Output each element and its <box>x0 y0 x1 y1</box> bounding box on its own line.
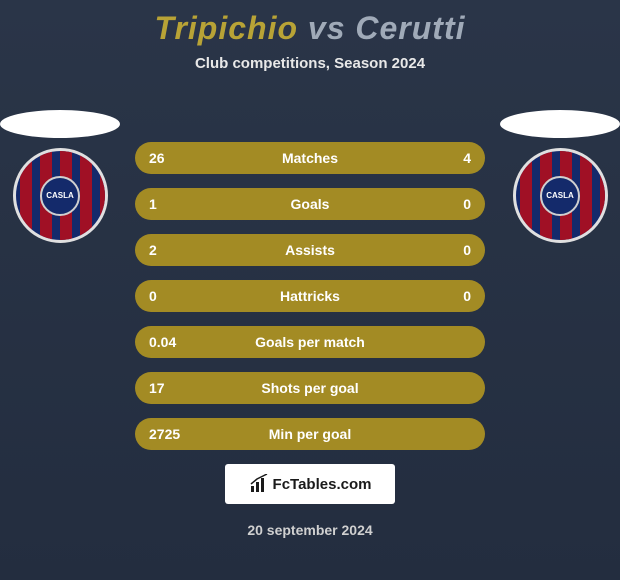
crest-center-right: CASLA <box>540 176 580 216</box>
site-logo[interactable]: FcTables.com <box>225 464 395 504</box>
player-left-name: Tripichio <box>154 10 298 46</box>
stat-row: 1Goals0 <box>135 188 485 220</box>
stat-row: 2Assists0 <box>135 234 485 266</box>
stat-value-right: 0 <box>411 288 471 304</box>
comparison-title: Tripichio vs Cerutti <box>0 0 620 47</box>
stat-label: Hattricks <box>209 288 411 304</box>
club-crest-right: CASLA <box>513 148 608 243</box>
badge-left: CASLA <box>0 110 120 243</box>
badge-right: CASLA <box>500 110 620 243</box>
stat-value-left: 2 <box>149 242 209 258</box>
stat-value-right: 4 <box>411 150 471 166</box>
subtitle: Club competitions, Season 2024 <box>0 55 620 72</box>
footer-date: 20 september 2024 <box>0 522 620 538</box>
stat-value-left: 1 <box>149 196 209 212</box>
player-right-name: Cerutti <box>355 10 465 46</box>
stat-label: Goals per match <box>209 334 411 350</box>
stats-table: 26Matches41Goals02Assists00Hattricks00.0… <box>135 142 485 450</box>
stat-row: 0.04Goals per match <box>135 326 485 358</box>
stat-label: Goals <box>209 196 411 212</box>
stat-label: Shots per goal <box>209 380 411 396</box>
stat-value-right: 0 <box>411 242 471 258</box>
country-ellipse-right <box>500 110 620 138</box>
stat-value-left: 17 <box>149 380 209 396</box>
stat-value-right: 0 <box>411 196 471 212</box>
stat-row: 26Matches4 <box>135 142 485 174</box>
stat-value-left: 26 <box>149 150 209 166</box>
stat-value-left: 2725 <box>149 426 209 442</box>
stat-row: 17Shots per goal <box>135 372 485 404</box>
stat-label: Min per goal <box>209 426 411 442</box>
chart-icon <box>249 474 269 494</box>
stat-label: Matches <box>209 150 411 166</box>
stat-label: Assists <box>209 242 411 258</box>
stat-row: 2725Min per goal <box>135 418 485 450</box>
stat-value-left: 0.04 <box>149 334 209 350</box>
site-name: FcTables.com <box>273 476 372 493</box>
stat-value-left: 0 <box>149 288 209 304</box>
title-vs: vs <box>308 10 346 46</box>
club-crest-left: CASLA <box>13 148 108 243</box>
country-ellipse-left <box>0 110 120 138</box>
stat-row: 0Hattricks0 <box>135 280 485 312</box>
crest-center-left: CASLA <box>40 176 80 216</box>
